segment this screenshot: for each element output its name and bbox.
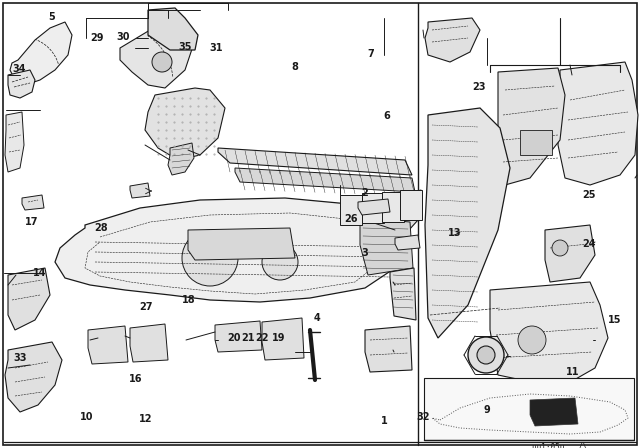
Polygon shape	[218, 148, 412, 175]
Polygon shape	[8, 70, 35, 98]
Polygon shape	[5, 342, 62, 412]
Bar	[424, 378, 634, 440]
Bar	[382, 192, 404, 222]
Text: 28: 28	[94, 224, 108, 233]
Text: 11: 11	[566, 367, 580, 377]
Text: 8: 8	[291, 62, 298, 72]
Text: 33: 33	[13, 353, 28, 363]
Text: 29: 29	[90, 33, 104, 43]
Polygon shape	[10, 22, 72, 85]
Polygon shape	[120, 25, 195, 88]
Text: 18: 18	[182, 295, 196, 305]
Polygon shape	[235, 168, 415, 192]
Polygon shape	[395, 235, 420, 250]
Text: 7: 7	[368, 49, 374, 59]
Bar	[520, 130, 552, 155]
Text: 16: 16	[129, 374, 143, 383]
Polygon shape	[22, 195, 44, 210]
Text: 31: 31	[209, 43, 223, 53]
Polygon shape	[215, 321, 262, 352]
Text: 1: 1	[381, 416, 387, 426]
Text: uu1·05u   /\: uu1·05u /\	[532, 443, 588, 448]
Text: 9: 9	[483, 405, 490, 415]
Polygon shape	[425, 108, 510, 338]
Text: 24: 24	[582, 239, 596, 249]
Text: 2: 2	[362, 188, 368, 198]
Text: 4: 4	[314, 313, 320, 323]
Bar	[340, 195, 362, 225]
Circle shape	[468, 337, 504, 373]
Text: 25: 25	[582, 190, 596, 200]
Polygon shape	[390, 268, 416, 320]
Polygon shape	[168, 143, 194, 175]
Polygon shape	[365, 326, 412, 372]
Text: 35: 35	[179, 42, 193, 52]
Circle shape	[182, 230, 238, 286]
Polygon shape	[425, 18, 480, 62]
Polygon shape	[130, 324, 168, 362]
Text: 22: 22	[255, 333, 269, 343]
Polygon shape	[530, 398, 578, 426]
Circle shape	[152, 52, 172, 72]
Text: 27: 27	[139, 302, 153, 312]
Polygon shape	[55, 198, 408, 302]
Text: 34: 34	[12, 65, 26, 74]
Polygon shape	[490, 282, 608, 388]
Text: 14: 14	[33, 268, 47, 278]
Text: 6: 6	[384, 112, 390, 121]
Polygon shape	[545, 225, 595, 282]
Polygon shape	[88, 326, 128, 364]
Text: 13: 13	[447, 228, 461, 238]
Text: 5: 5	[48, 12, 54, 22]
Text: 3: 3	[362, 248, 368, 258]
Text: 23: 23	[472, 82, 486, 92]
Text: 30: 30	[116, 32, 131, 42]
Text: 12: 12	[139, 414, 153, 424]
Polygon shape	[360, 218, 413, 275]
Polygon shape	[262, 318, 304, 360]
Text: 21: 21	[241, 333, 255, 343]
Polygon shape	[148, 8, 198, 50]
Circle shape	[262, 244, 298, 280]
Bar	[400, 190, 422, 220]
Text: 19: 19	[271, 333, 285, 343]
Polygon shape	[498, 68, 565, 185]
Polygon shape	[130, 183, 150, 198]
Text: 15: 15	[607, 315, 621, 325]
Circle shape	[552, 240, 568, 256]
Circle shape	[518, 326, 546, 354]
Polygon shape	[558, 62, 638, 185]
Text: 20: 20	[227, 333, 241, 343]
Polygon shape	[8, 268, 50, 330]
Polygon shape	[5, 112, 24, 172]
Circle shape	[477, 346, 495, 364]
Polygon shape	[358, 199, 390, 215]
Polygon shape	[145, 88, 225, 160]
Text: 32: 32	[416, 412, 430, 422]
Bar	[362, 193, 384, 223]
Text: 26: 26	[344, 214, 358, 224]
Polygon shape	[382, 192, 418, 240]
Text: 10: 10	[79, 412, 93, 422]
Polygon shape	[188, 228, 295, 260]
Text: 17: 17	[25, 217, 39, 227]
